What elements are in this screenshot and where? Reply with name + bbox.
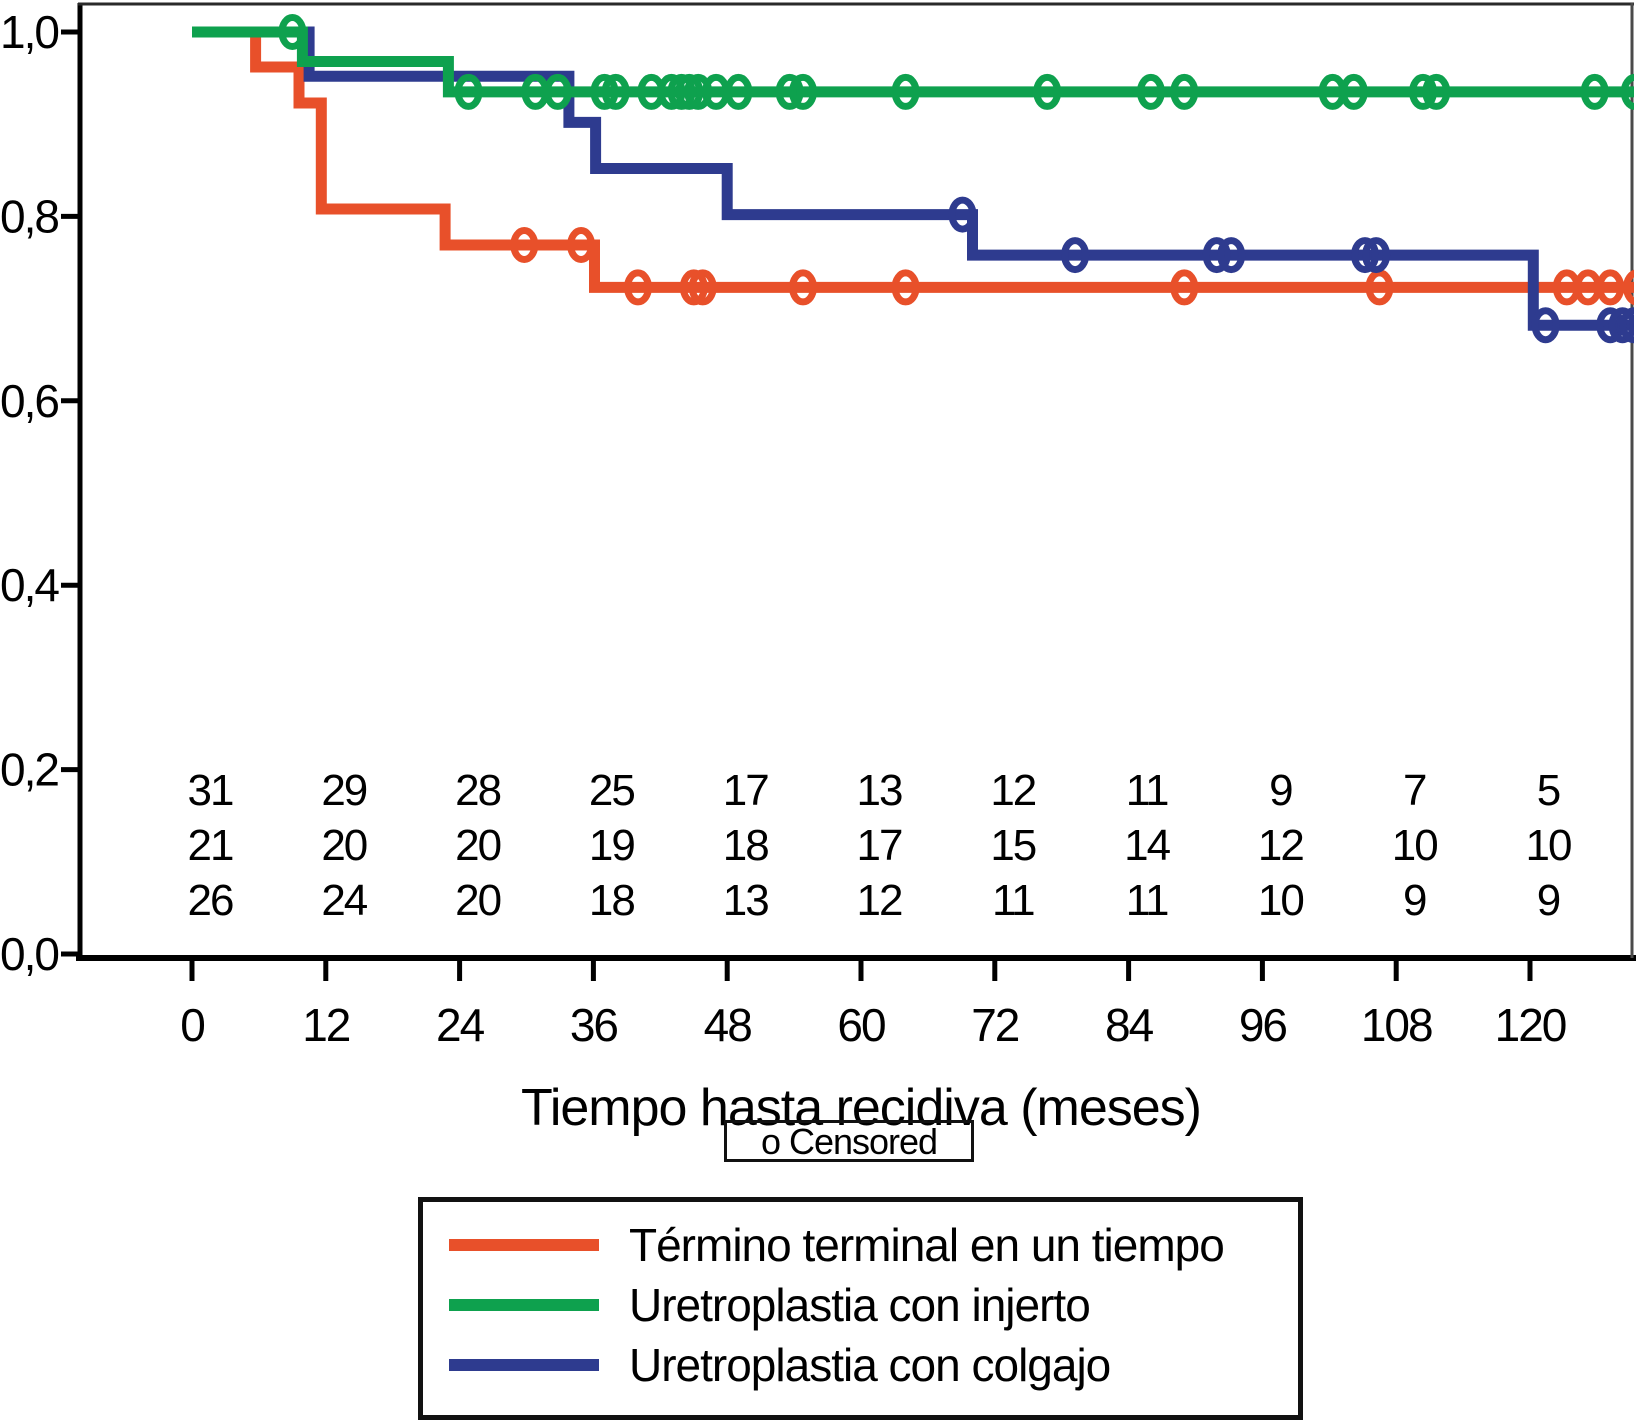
at-risk-count: 10 xyxy=(1526,821,1571,870)
y-tick-label: 0,2 xyxy=(0,744,58,796)
at-risk-count: 20 xyxy=(321,821,366,870)
at-risk-count: 11 xyxy=(1126,876,1168,925)
at-risk-count: 7 xyxy=(1403,766,1426,815)
at-risk-count: 18 xyxy=(589,876,634,925)
x-tick-label: 48 xyxy=(704,999,752,1051)
x-tick-label: 120 xyxy=(1495,999,1566,1051)
censored-key-box: o Censored xyxy=(724,1120,974,1162)
legend-label: Uretroplastia con colgajo xyxy=(629,1338,1110,1392)
x-tick-label: 12 xyxy=(302,999,350,1051)
legend-box: Término terminal en un tiempo Uretroplas… xyxy=(418,1197,1303,1420)
at-risk-count: 12 xyxy=(1258,821,1303,870)
at-risk-count: 28 xyxy=(455,766,500,815)
at-risk-count: 29 xyxy=(321,766,366,815)
at-risk-count: 13 xyxy=(723,876,768,925)
at-risk-count: 20 xyxy=(455,876,500,925)
y-tick-label: 0,0 xyxy=(0,928,58,980)
y-tick-label: 0,6 xyxy=(0,375,58,427)
y-tick-label: 1,0 xyxy=(0,6,58,58)
legend-swatch-blue-line xyxy=(449,1359,599,1371)
x-tick-label: 84 xyxy=(1105,999,1154,1051)
at-risk-count: 25 xyxy=(589,766,634,815)
legend-row: Uretroplastia con injerto xyxy=(423,1275,1298,1335)
at-risk-count: 21 xyxy=(188,821,233,870)
x-tick-label: 60 xyxy=(837,999,885,1051)
at-risk-count: 13 xyxy=(857,766,902,815)
x-tick-label: 36 xyxy=(570,999,618,1051)
at-risk-count: 15 xyxy=(990,821,1035,870)
at-risk-count: 5 xyxy=(1537,766,1560,815)
at-risk-count: 17 xyxy=(857,821,902,870)
at-risk-count: 14 xyxy=(1124,821,1170,870)
at-risk-count: 11 xyxy=(992,876,1034,925)
km-curve-termino-terminal-en-un-tiempo xyxy=(192,32,1637,287)
x-tick-label: 108 xyxy=(1361,999,1432,1051)
at-risk-count: 9 xyxy=(1269,766,1292,815)
legend-row: Uretroplastia con colgajo xyxy=(423,1335,1298,1395)
legend-swatch-green-line xyxy=(449,1299,599,1311)
y-tick-label: 0,4 xyxy=(0,559,59,611)
y-tick-label: 0,8 xyxy=(0,190,58,242)
at-risk-count: 9 xyxy=(1403,876,1426,925)
at-risk-count: 10 xyxy=(1392,821,1437,870)
x-tick-label: 96 xyxy=(1239,999,1287,1051)
at-risk-count: 12 xyxy=(857,876,902,925)
at-risk-count: 12 xyxy=(990,766,1035,815)
at-risk-count: 17 xyxy=(723,766,768,815)
at-risk-count: 31 xyxy=(188,766,233,815)
legend-label: Uretroplastia con injerto xyxy=(629,1278,1090,1332)
at-risk-count: 20 xyxy=(455,821,500,870)
at-risk-count: 26 xyxy=(188,876,233,925)
legend-label: Término terminal en un tiempo xyxy=(629,1218,1224,1272)
x-tick-label: 24 xyxy=(436,999,485,1051)
at-risk-count: 19 xyxy=(589,821,634,870)
at-risk-count: 11 xyxy=(1126,766,1168,815)
at-risk-count: 24 xyxy=(321,876,367,925)
x-tick-label: 72 xyxy=(971,999,1019,1051)
legend-row: Término terminal en un tiempo xyxy=(423,1215,1298,1275)
at-risk-count: 10 xyxy=(1258,876,1303,925)
at-risk-count: 18 xyxy=(723,821,768,870)
at-risk-count: 9 xyxy=(1537,876,1560,925)
series-group xyxy=(192,18,1640,340)
km-chart-canvas: 0,0 0,2 0,4 0,6 0,8 1,0 0 12 24 36 48 60 72 84 96 108 12… xyxy=(0,0,1640,1060)
legend-swatch-red-line xyxy=(449,1239,599,1251)
censored-key-label: o Censored xyxy=(761,1121,937,1162)
x-tick-label: 0 xyxy=(180,999,204,1051)
